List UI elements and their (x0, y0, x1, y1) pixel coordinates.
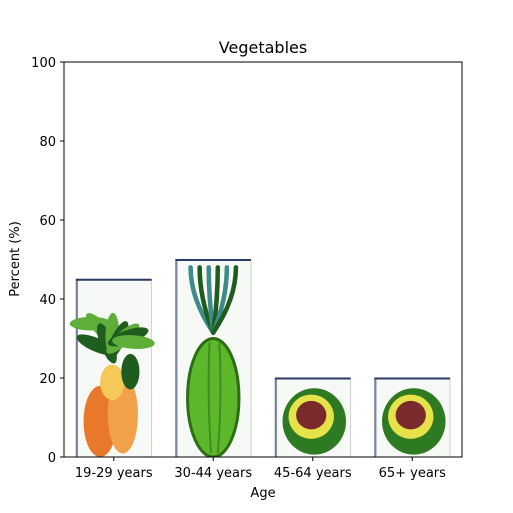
plot-frame (63, 61, 463, 458)
x-tick-label: 19-29 years (75, 466, 153, 481)
bar (69, 278, 155, 457)
y-axis: 0 20 40 60 80 100 (31, 56, 64, 466)
bars (69, 259, 451, 457)
y-tick-label: 100 (31, 56, 56, 71)
x-tick-label: 30-44 years (174, 466, 252, 481)
y-tick-label: 60 (39, 214, 56, 229)
chart-title: Vegetables (219, 38, 307, 57)
y-tick-label: 40 (39, 293, 56, 308)
avocado-half-icon (282, 388, 347, 455)
y-tick-label: 20 (39, 372, 56, 387)
x-axis-label: Age (250, 486, 275, 501)
bar (373, 377, 451, 457)
vegetable-bouquet-icon (69, 312, 155, 457)
x-tick-label: 65+ years (379, 466, 447, 481)
green-squash-icon (186, 265, 241, 457)
bar (274, 377, 352, 457)
y-tick-label: 80 (39, 135, 56, 150)
x-tick-label: 45-64 years (274, 466, 352, 481)
avocado-half-icon (382, 388, 446, 455)
y-tick-label: 0 (48, 451, 56, 466)
y-axis-label: Percent (%) (8, 221, 23, 297)
bar (174, 259, 252, 457)
x-axis: 19-29 years 30-44 years 45-64 years 65+ yea… (75, 457, 446, 481)
